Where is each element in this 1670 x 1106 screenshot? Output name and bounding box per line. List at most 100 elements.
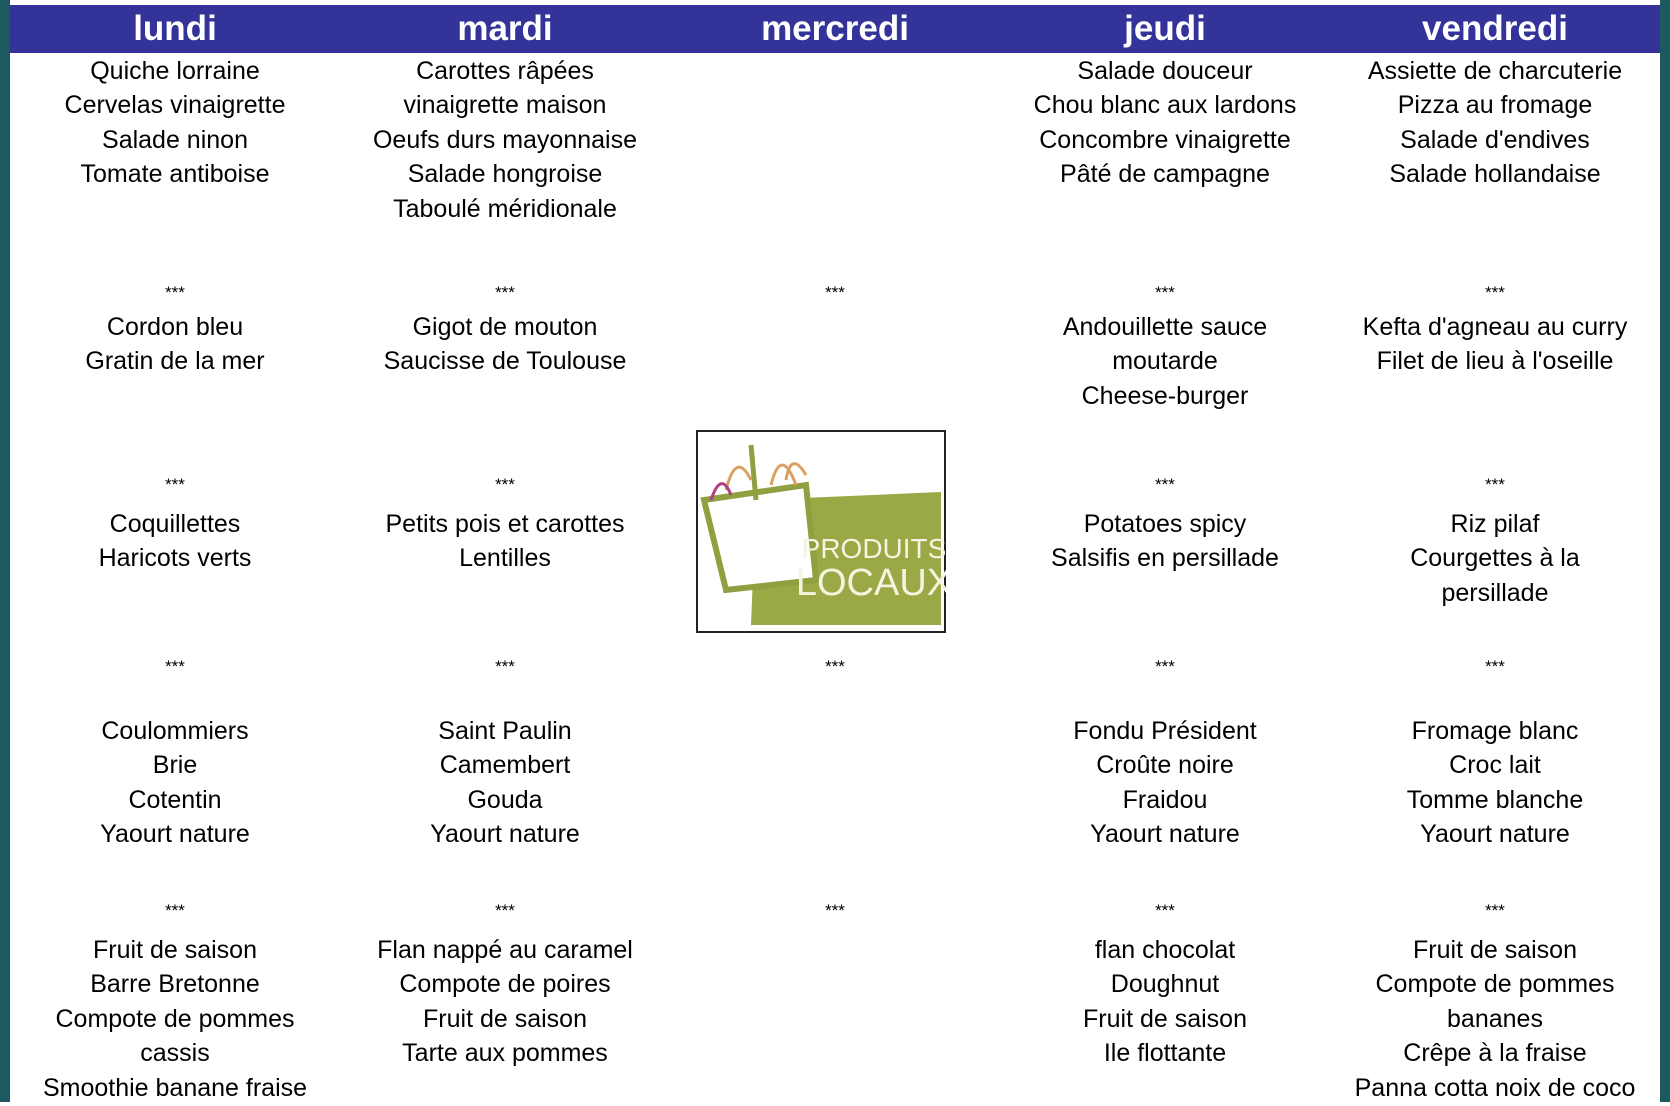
menu-cell: Saint Paulin Camembert Gouda Yaourt nature — [340, 714, 670, 852]
separator: *** — [825, 282, 845, 302]
menu-cell: Quiche lorraine Cervelas vinaigrette Salad… — [10, 54, 340, 192]
menu-cell: flan chocolat Doughnut Fruit de saison Ile … — [1000, 933, 1330, 1071]
menu-cell: *** — [340, 468, 670, 503]
menu-cell: *** — [10, 468, 340, 503]
dish: Potatoes spicy — [1083, 509, 1247, 538]
dish: Kefta d'agneau au curry — [1362, 312, 1628, 341]
menu-cell: *** — [340, 276, 670, 311]
menu-cell: Carottes râpées vinaigrette maison Oeufs d… — [340, 54, 670, 227]
dish: Filet de lieu à l'oseille — [1376, 347, 1614, 376]
separator: *** — [1155, 656, 1175, 676]
dish: Yaourt nature — [100, 820, 250, 849]
left-border — [0, 0, 10, 1102]
menu-cell: *** — [10, 894, 340, 929]
dish: Salade hongroise — [407, 160, 603, 189]
dish: moutarde — [1112, 347, 1218, 376]
menu-cell: Coquillettes Haricots verts — [10, 507, 340, 576]
dish: Crêpe à la fraise — [1403, 1039, 1587, 1068]
dish: Tarte aux pommes — [402, 1039, 608, 1068]
separator: *** — [165, 282, 185, 302]
dish: Fromage blanc — [1411, 716, 1579, 745]
dish: Compote de poires — [399, 970, 611, 999]
dish: Doughnut — [1110, 970, 1220, 999]
dish: flan chocolat — [1094, 935, 1236, 964]
separator: *** — [165, 474, 185, 494]
dish: Pâté de campagne — [1060, 160, 1270, 189]
menu-cell: *** — [670, 276, 1000, 311]
dish: Smoothie banane fraise — [42, 1074, 308, 1103]
day-header: mercredi — [761, 9, 909, 48]
dish: Cheese-burger — [1081, 381, 1249, 410]
dish: Croc lait — [1449, 751, 1541, 780]
menu-cell: Flan nappé au caramel Compote de poires Fr… — [340, 933, 670, 1071]
separator: *** — [1155, 282, 1175, 302]
menu-cell: *** — [1330, 468, 1660, 503]
dish: Carottes râpées — [416, 56, 594, 85]
separator: *** — [495, 656, 515, 676]
dish: Salade douceur — [1077, 56, 1253, 85]
dish: Salade ninon — [102, 125, 248, 154]
separator: *** — [1155, 474, 1175, 494]
menu-cell: *** — [1330, 276, 1660, 311]
menu-cell: Salade douceur Chou blanc aux lardons Conc… — [1000, 54, 1330, 192]
dish: Quiche lorraine — [90, 56, 260, 85]
separator: *** — [495, 474, 515, 494]
menu-cell: Potatoes spicy Salsifis en persillade — [1000, 507, 1330, 576]
dish: Salade hollandaise — [1389, 160, 1601, 189]
menu-cell: Gigot de mouton Saucisse de Toulouse — [340, 310, 670, 379]
dish: vinaigrette maison — [403, 91, 607, 120]
dish: persillade — [1441, 578, 1549, 607]
dish: Fruit de saison — [1083, 1004, 1247, 1033]
dish: Riz pilaf — [1450, 509, 1540, 538]
dish: Saucisse de Toulouse — [383, 347, 627, 376]
dish: Yaourt nature — [1090, 820, 1240, 849]
menu-cell: *** — [340, 894, 670, 929]
dish: Cotentin — [128, 785, 222, 814]
dish: Chou blanc aux lardons — [1033, 91, 1297, 120]
dish: Tomme blanche — [1406, 785, 1584, 814]
dish: Ile flottante — [1103, 1039, 1227, 1068]
dish: Andouillette sauce — [1062, 312, 1268, 341]
dish: Brie — [152, 751, 198, 780]
separator: *** — [165, 900, 185, 920]
menu-cell: *** — [1000, 894, 1330, 929]
menu-cell: Fromage blanc Croc lait Tomme blanche Yaour… — [1330, 714, 1660, 852]
day-header: jeudi — [1124, 9, 1206, 48]
menu-cell: Assiette de charcuterie Pizza au fromage S… — [1330, 54, 1660, 192]
dish: Gigot de mouton — [412, 312, 598, 341]
dish: Compote de pommes — [1375, 970, 1615, 999]
separator: *** — [825, 900, 845, 920]
menu-cell: *** — [1330, 894, 1660, 929]
dish: Fruit de saison — [423, 1004, 587, 1033]
dish: Tomate antiboise — [80, 160, 270, 189]
dish: Cordon bleu — [106, 312, 244, 341]
dish: Fruit de saison — [1413, 935, 1577, 964]
dish: Coquillettes — [109, 509, 241, 538]
separator: *** — [825, 656, 845, 676]
separator: *** — [1485, 900, 1505, 920]
dish: Fruit de saison — [93, 935, 257, 964]
menu-cell: *** — [10, 650, 340, 685]
dish: Petits pois et carottes — [385, 509, 625, 538]
dish: Taboulé méridionale — [393, 195, 617, 224]
menu-cell: Cordon bleu Gratin de la mer — [10, 310, 340, 379]
dish: Panna cotta noix de coco — [1354, 1074, 1636, 1103]
dish: Salade d'endives — [1400, 125, 1590, 154]
dish: Compote de pommes — [55, 1004, 295, 1033]
header-band: lundi mardi mercredi jeudi vendredi — [10, 5, 1660, 53]
dish: Oeufs durs mayonnaise — [372, 125, 638, 154]
dish: Pizza au fromage — [1397, 91, 1593, 120]
dish: Cervelas vinaigrette — [64, 91, 286, 120]
dish: Assiette de charcuterie — [1367, 56, 1623, 85]
menu-cell: Petits pois et carottes Lentilles — [340, 507, 670, 576]
dish: Fraidou — [1122, 785, 1208, 814]
separator: *** — [165, 656, 185, 676]
menu-cell: Fruit de saison Barre Bretonne Compote de … — [10, 933, 340, 1106]
logo-text: LOCAUX — [796, 562, 946, 604]
menu-cell: Fruit de saison Compote de pommes bananes C… — [1330, 933, 1660, 1106]
menu-cell: *** — [1330, 650, 1660, 685]
menu-cell: Riz pilaf Courgettes à la persillade — [1330, 507, 1660, 611]
menu-cell: *** — [670, 650, 1000, 685]
logo: PRODUITS LOCAUX — [696, 430, 946, 633]
